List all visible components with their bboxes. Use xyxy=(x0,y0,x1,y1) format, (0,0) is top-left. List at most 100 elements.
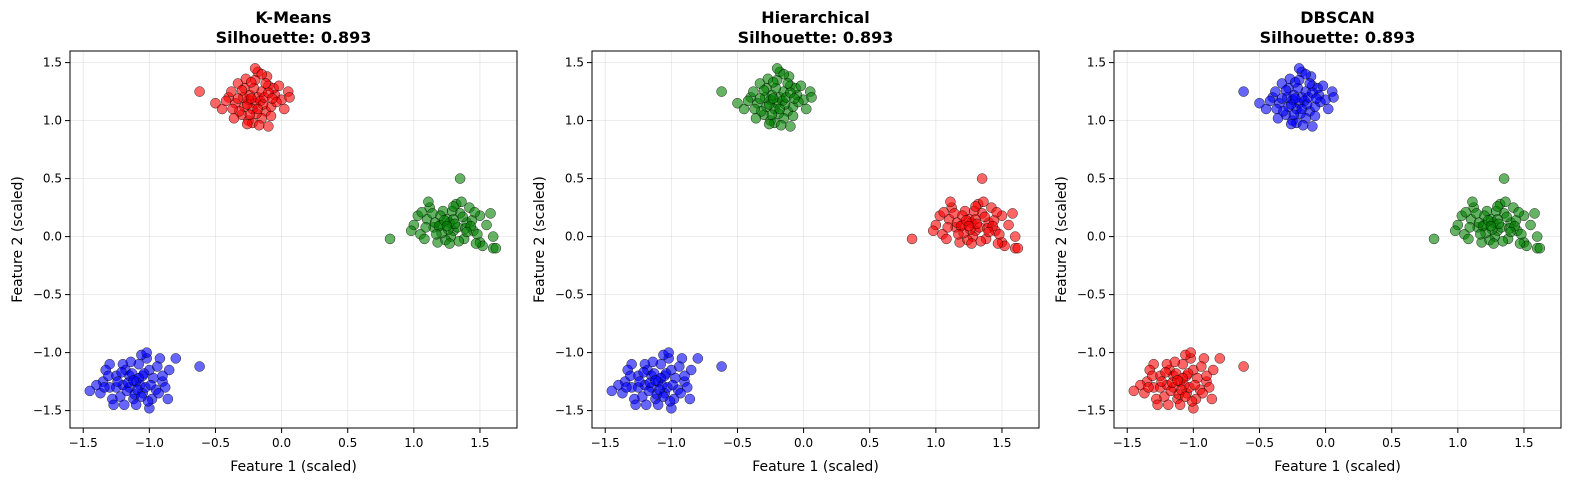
y-tick-label: −1.5 xyxy=(555,404,584,418)
data-point xyxy=(787,110,799,122)
panel-title: Hierarchical xyxy=(761,8,869,27)
data-point xyxy=(273,80,285,92)
y-axis-label: Feature 2 (scaled) xyxy=(532,176,548,303)
data-point xyxy=(118,399,130,411)
x-tick-label: −1.0 xyxy=(135,436,164,450)
x-tick-label: 1.0 xyxy=(1448,436,1467,450)
data-point xyxy=(1007,208,1018,219)
data-point xyxy=(785,121,796,132)
data-point xyxy=(782,78,793,89)
data-point xyxy=(754,93,766,104)
y-tick-label: 1.0 xyxy=(565,114,584,128)
data-point xyxy=(1475,229,1486,240)
data-point xyxy=(1160,367,1171,378)
data-point xyxy=(163,364,175,376)
data-point xyxy=(795,80,807,92)
y-tick-label: −0.5 xyxy=(555,288,584,302)
y-tick-label: 0.0 xyxy=(43,230,62,244)
data-point xyxy=(949,208,960,219)
data-point xyxy=(1201,370,1212,382)
data-point xyxy=(692,353,704,364)
x-tick-label: −0.5 xyxy=(723,436,752,450)
data-point xyxy=(1498,173,1510,184)
data-point xyxy=(1185,347,1196,358)
data-point xyxy=(481,219,492,231)
data-point xyxy=(267,93,278,104)
y-tick-label: 0.0 xyxy=(1087,230,1106,244)
x-axis-label: Feature 1 (scaled) xyxy=(230,459,357,475)
data-point xyxy=(1289,77,1301,88)
data-point xyxy=(927,225,939,237)
data-point xyxy=(749,103,760,115)
data-point xyxy=(970,201,981,212)
data-point xyxy=(1309,110,1321,122)
axes-frame xyxy=(69,50,518,429)
data-point xyxy=(663,347,674,358)
y-tick-label: −0.5 xyxy=(33,288,62,302)
axes-frame xyxy=(1113,50,1562,429)
x-tick-label: −1.0 xyxy=(1179,436,1208,450)
data-point xyxy=(1254,97,1265,109)
data-point xyxy=(1328,92,1339,103)
data-point xyxy=(742,95,754,107)
data-point xyxy=(748,86,759,97)
x-tick-label: 0.5 xyxy=(338,436,357,450)
x-tick-label: 0.5 xyxy=(860,436,879,450)
data-point xyxy=(906,233,918,245)
y-tick-label: 0.0 xyxy=(565,230,584,244)
data-point xyxy=(232,93,244,104)
data-point xyxy=(485,208,496,219)
data-point xyxy=(194,86,205,97)
data-point xyxy=(1270,86,1281,97)
data-point xyxy=(1307,121,1318,132)
data-point xyxy=(1497,235,1509,247)
panel-title: K-Means xyxy=(255,8,331,27)
data-point xyxy=(228,113,240,124)
x-tick-label: −1.5 xyxy=(69,436,98,450)
data-point xyxy=(1534,242,1546,254)
data-point xyxy=(1172,375,1183,386)
data-point xyxy=(1505,226,1516,238)
data-point xyxy=(1471,208,1482,219)
data-point xyxy=(1300,68,1312,80)
x-tick-label: 1.0 xyxy=(926,436,945,450)
data-point xyxy=(1271,103,1282,115)
data-point xyxy=(384,233,396,245)
data-point xyxy=(1189,379,1200,391)
data-point xyxy=(963,220,975,232)
data-point xyxy=(975,235,987,247)
data-point xyxy=(1516,229,1527,240)
data-point xyxy=(1293,63,1305,74)
data-point xyxy=(806,92,817,103)
data-point xyxy=(650,375,661,386)
data-point xyxy=(1143,382,1154,393)
x-tick-label: 1.5 xyxy=(1514,436,1533,450)
data-point xyxy=(638,367,649,378)
data-point xyxy=(1152,399,1163,411)
y-tick-label: 1.5 xyxy=(43,56,62,70)
y-tick-label: 0.5 xyxy=(43,172,62,186)
data-point xyxy=(1304,78,1315,89)
data-point xyxy=(84,385,96,397)
data-point xyxy=(778,68,790,80)
data-point xyxy=(1128,385,1140,397)
data-point xyxy=(461,226,472,238)
x-tick-label: −0.5 xyxy=(201,436,230,450)
data-point xyxy=(953,229,964,240)
data-point xyxy=(674,361,685,372)
x-axis-label: Feature 1 (scaled) xyxy=(1274,459,1401,475)
data-point xyxy=(419,233,430,245)
data-point xyxy=(1428,233,1440,245)
y-tick-label: −1.0 xyxy=(1077,346,1106,360)
data-point xyxy=(1203,382,1215,393)
data-point xyxy=(423,196,434,208)
data-point xyxy=(1174,399,1186,411)
data-point xyxy=(108,399,119,411)
data-point xyxy=(684,393,696,405)
data-point xyxy=(991,206,1002,218)
data-point xyxy=(1214,353,1226,364)
data-point xyxy=(634,376,645,387)
y-tick-label: −1.0 xyxy=(33,346,62,360)
data-point xyxy=(681,382,693,393)
x-tick-label: −1.5 xyxy=(591,436,620,450)
